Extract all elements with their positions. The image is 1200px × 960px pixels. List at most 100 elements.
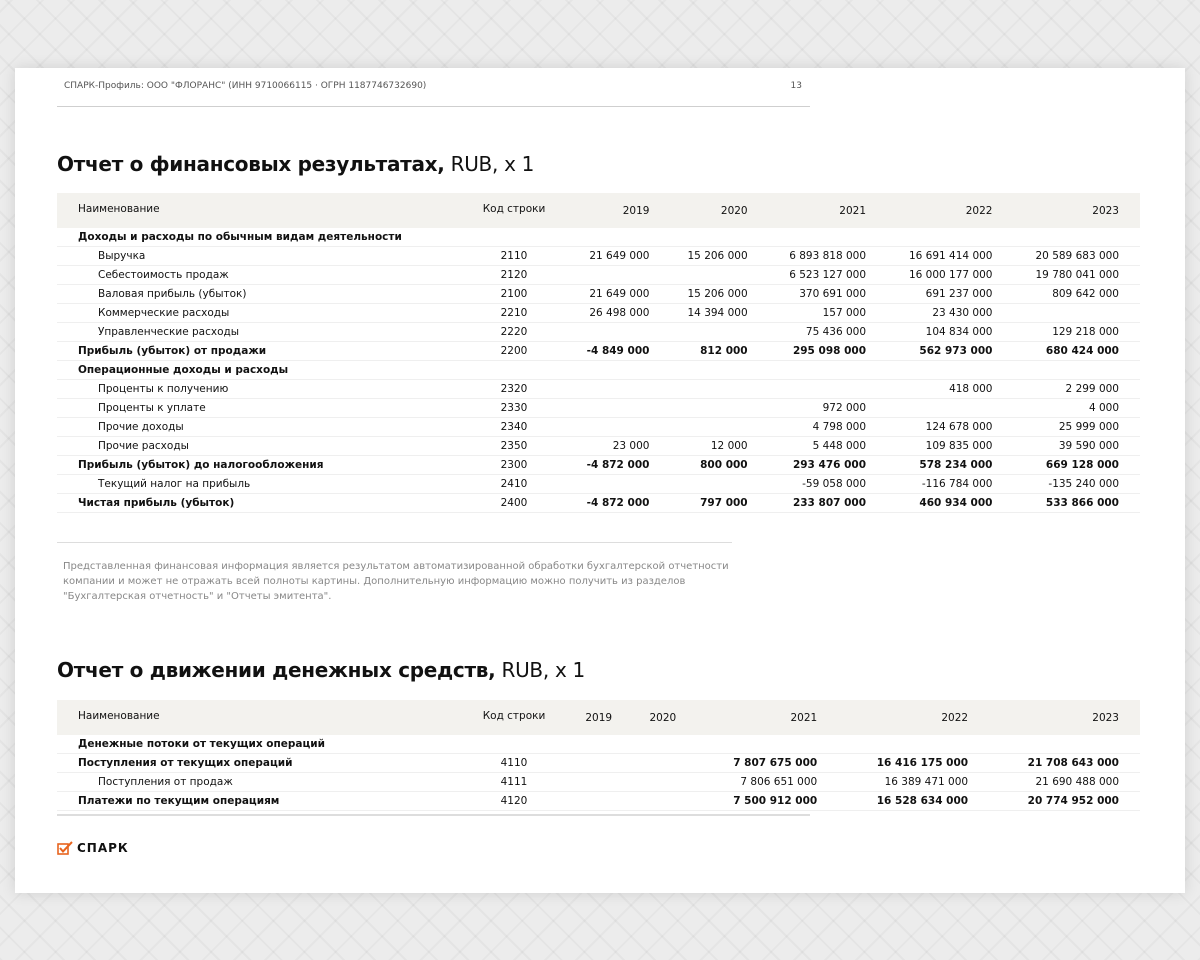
row-value: -4 872 000 <box>569 493 671 513</box>
row-code <box>459 228 569 247</box>
table-row: Чистая прибыль (убыток) 2400 -4 872 000 797… <box>57 493 1140 513</box>
row-value: 75 436 000 <box>768 322 888 342</box>
row-code: 2220 <box>459 322 569 342</box>
column-header-year: 2020 <box>720 204 748 217</box>
row-value: 972 000 <box>768 398 888 418</box>
row-value <box>569 360 671 380</box>
row-value: 26 498 000 <box>569 303 671 323</box>
table-row: Выручка 2110 21 649 000 15 206 000 6 893 818… <box>57 246 1140 266</box>
row-value: 20 589 683 000 <box>1013 246 1140 266</box>
row-value: 797 000 <box>670 493 769 513</box>
row-value <box>697 735 839 754</box>
row-label: Доходы и расходы по обычным видам деятел… <box>57 228 459 247</box>
row-label: Валовая прибыль (убыток) <box>57 284 459 304</box>
row-code: 4111 <box>459 772 569 792</box>
row-value: 233 807 000 <box>768 493 888 513</box>
row-value: 812 000 <box>670 341 769 361</box>
column-header-code: Код строки <box>482 203 546 215</box>
row-value <box>838 735 990 754</box>
row-value: 15 206 000 <box>670 246 769 266</box>
row-value <box>1013 228 1140 247</box>
row-value <box>633 753 698 773</box>
table-row: Поступления от текущих операций 4110 7 807… <box>57 753 1140 773</box>
row-label: Денежные потоки от текущих операций <box>57 735 459 754</box>
report-page: СПАРК-Профиль: ООО "ФЛОРАНС" (ИНН 971006… <box>15 68 1185 893</box>
row-label: Прочие расходы <box>57 436 459 456</box>
spark-logo: СПАРК <box>57 841 129 855</box>
table-row: Прочие расходы 2350 23 000 12 000 5 448 000 1… <box>57 436 1140 456</box>
running-title: СПАРК-Профиль: ООО "ФЛОРАНС" (ИНН 971006… <box>64 81 427 91</box>
column-header-year: 2022 <box>941 711 969 724</box>
row-value: 533 866 000 <box>1013 493 1140 513</box>
row-code <box>459 735 569 754</box>
row-value: 21 690 488 000 <box>989 772 1140 792</box>
row-label: Прибыль (убыток) до налогообложения <box>57 455 459 475</box>
row-value: 15 206 000 <box>670 284 769 304</box>
row-value: -4 872 000 <box>569 455 671 475</box>
row-value <box>768 228 888 247</box>
header-divider <box>57 106 810 107</box>
row-value <box>569 753 634 773</box>
row-code: 2400 <box>459 493 569 513</box>
row-value <box>670 398 769 418</box>
row-value: 691 237 000 <box>887 284 1014 304</box>
column-header-year: 2021 <box>839 204 867 217</box>
row-value: 460 934 000 <box>887 493 1014 513</box>
row-label: Платежи по текущим операциям <box>57 791 459 811</box>
row-label: Чистая прибыль (убыток) <box>57 493 459 513</box>
row-label: Прибыль (убыток) от продажи <box>57 341 459 361</box>
row-code: 4120 <box>459 791 569 811</box>
row-label: Операционные доходы и расходы <box>57 360 459 380</box>
row-label: Коммерческие расходы <box>57 303 459 323</box>
row-value: 562 973 000 <box>887 341 1014 361</box>
row-label: Управленческие расходы <box>57 322 459 342</box>
row-value: 14 394 000 <box>670 303 769 323</box>
row-value <box>989 735 1140 754</box>
row-value: 4 000 <box>1013 398 1140 418</box>
row-label: Поступления от текущих операций <box>57 753 459 773</box>
divider <box>57 542 732 543</box>
row-value <box>670 228 769 247</box>
header-row: Наименование Код строки 2019 2020 2021 2022 20… <box>57 700 1140 735</box>
row-value <box>569 379 671 399</box>
row-code: 2340 <box>459 417 569 437</box>
row-value: 7 806 651 000 <box>697 772 839 792</box>
income-statement-table: Наименование Код строки 2019 2020 2021 2022 20… <box>57 193 1140 513</box>
row-value: 21 708 643 000 <box>989 753 1140 773</box>
row-value: 21 649 000 <box>569 284 671 304</box>
table-row: Операционные доходы и расходы <box>57 360 1140 380</box>
row-value: 104 834 000 <box>887 322 1014 342</box>
row-value: -135 240 000 <box>1013 474 1140 494</box>
row-code: 2330 <box>459 398 569 418</box>
disclaimer-note: Представленная финансовая информация явл… <box>63 561 729 602</box>
row-value <box>768 360 888 380</box>
row-value: 370 691 000 <box>768 284 888 304</box>
table-row: Проценты к уплате 2330 972 000 4 000 <box>57 398 1140 418</box>
row-value <box>569 322 671 342</box>
row-value: 578 234 000 <box>887 455 1014 475</box>
row-code: 2410 <box>459 474 569 494</box>
row-code: 2320 <box>459 379 569 399</box>
table-row: Коммерческие расходы 2210 26 498 000 14 394… <box>57 303 1140 323</box>
table-row: Платежи по текущим операциям 4120 7 500 91… <box>57 791 1140 811</box>
row-value: 5 448 000 <box>768 436 888 456</box>
row-code: 2100 <box>459 284 569 304</box>
row-code: 4110 <box>459 753 569 773</box>
table-row: Проценты к получению 2320 418 000 2 299 000 <box>57 379 1140 399</box>
column-header-name: Наименование <box>78 710 160 722</box>
column-header-year: 2022 <box>965 204 993 217</box>
row-value: 800 000 <box>670 455 769 475</box>
column-header-year: 2023 <box>1092 711 1119 724</box>
table-row: Доходы и расходы по обычным видам деятел… <box>57 228 1140 247</box>
cash-flow-title: Отчет о движении денежных средств, RUB, … <box>57 658 585 682</box>
row-value: 293 476 000 <box>768 455 888 475</box>
row-value <box>1013 303 1140 323</box>
row-value <box>569 398 671 418</box>
income-statement-title: Отчет о финансовых результатах, RUB, x 1 <box>57 152 535 176</box>
column-header-name: Наименование <box>78 203 160 215</box>
income-unit: RUB, x 1 <box>450 152 535 176</box>
row-value: 157 000 <box>768 303 888 323</box>
row-value: 16 000 177 000 <box>887 265 1014 285</box>
row-value: 7 807 675 000 <box>697 753 839 773</box>
row-value: 23 000 <box>569 436 671 456</box>
